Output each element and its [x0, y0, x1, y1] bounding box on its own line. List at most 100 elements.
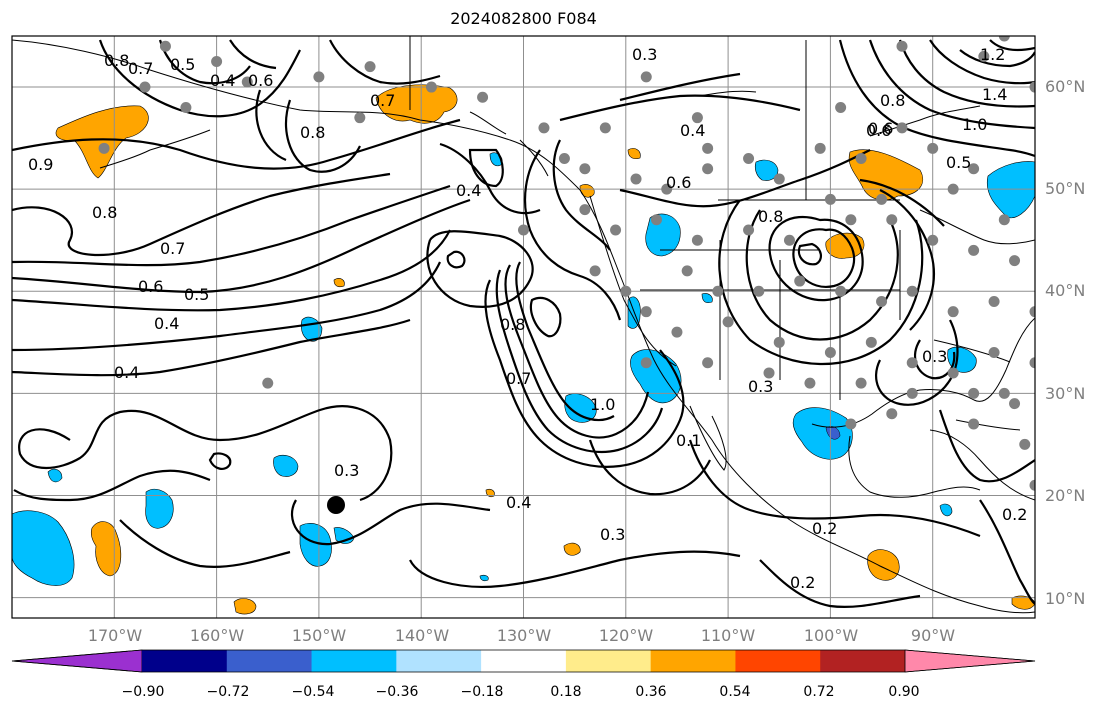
- lon-label: 90°W: [910, 626, 956, 645]
- station-marker: [589, 265, 601, 277]
- station-marker: [743, 224, 755, 236]
- station-marker: [743, 153, 755, 165]
- station-marker: [579, 204, 591, 216]
- station-marker: [906, 285, 918, 297]
- station-marker: [640, 71, 652, 83]
- colorbar-segment: [481, 650, 567, 672]
- map-frame: [11, 35, 1036, 619]
- colorbar-tick-label: 0.54: [719, 684, 751, 700]
- colorbar: [11, 649, 1036, 673]
- contour-label: 0.6: [866, 121, 891, 140]
- graticule: [12, 36, 1035, 618]
- station-marker: [927, 142, 939, 154]
- station-marker: [855, 153, 867, 165]
- lat-label: 20°N: [1045, 486, 1086, 505]
- lat-label: 50°N: [1045, 179, 1086, 198]
- shade-pos-region: [333, 278, 345, 288]
- shade-neg-strong-region: [825, 426, 841, 440]
- station-marker: [968, 418, 980, 430]
- contour-label: 0.8: [500, 315, 525, 334]
- station-marker: [998, 214, 1010, 226]
- station-marker: [702, 163, 714, 175]
- colorbar-tick-label: −0.54: [291, 684, 335, 700]
- station-marker: [998, 36, 1010, 42]
- lon-label: 130°W: [496, 626, 552, 645]
- station-marker: [364, 61, 376, 73]
- station-marker: [968, 163, 980, 175]
- contour-label: 0.6: [248, 71, 273, 90]
- station-marker: [599, 122, 611, 134]
- station-marker: [968, 244, 980, 256]
- station-marker: [691, 234, 703, 246]
- contour-label: 0.7: [506, 369, 531, 388]
- contour-lines: [12, 39, 1035, 608]
- shade-pos-region: [485, 488, 495, 498]
- shade-pos-region: [627, 148, 641, 160]
- contour-label: 0.7: [128, 59, 153, 78]
- colorbar-tick-label: −0.72: [206, 684, 250, 700]
- station-marker: [630, 173, 642, 185]
- shade-neg-region: [273, 454, 299, 477]
- shade-neg-region: [145, 488, 174, 529]
- station-marker: [988, 347, 1000, 359]
- station-marker: [824, 193, 836, 205]
- contour-label: 0.8: [758, 207, 783, 226]
- station-marker: [947, 306, 959, 318]
- contour-label: 0.3: [334, 461, 359, 480]
- colorbar-segment: [226, 650, 313, 672]
- lon-label: 160°W: [189, 626, 245, 645]
- station-marker: [865, 336, 877, 348]
- station-marker: [773, 173, 785, 185]
- shade-pos-region: [867, 549, 900, 581]
- contour-label: 0.6: [138, 277, 163, 296]
- contour-label: 0.8: [104, 51, 129, 70]
- colorbar-segment: [735, 650, 821, 672]
- station-marker: [139, 81, 151, 93]
- page-title: 2024082800 F084: [450, 9, 597, 28]
- contour-labels: 0.8 0.7 0.5 0.4 0.6 0.7 0.8 0.3 0.4 0.6 …: [28, 45, 1027, 592]
- station-marker: [804, 377, 816, 389]
- contour-label: 0.6: [868, 119, 893, 138]
- contour-label: 0.3: [632, 45, 657, 64]
- station-marker: [180, 101, 192, 113]
- station-marker-highlight: [327, 496, 345, 514]
- lon-label: 120°W: [598, 626, 654, 645]
- colorbar-frame: [11, 649, 1036, 673]
- lon-label: 170°W: [87, 626, 143, 645]
- colorbar-extend-min: [11, 649, 143, 673]
- lon-label: 100°W: [803, 626, 859, 645]
- station-marker: [906, 387, 918, 399]
- contour-label: 0.4: [456, 181, 481, 200]
- station-marker: [518, 224, 529, 236]
- colorbar-segment: [820, 650, 906, 672]
- lat-label: 10°N: [1045, 589, 1086, 608]
- contour-label: 0.8: [300, 123, 325, 142]
- contour-label: 0.9: [28, 155, 53, 174]
- coastlines: [12, 36, 1035, 614]
- station-marker: [425, 81, 437, 93]
- colorbar-extend-max: [904, 649, 1036, 673]
- station-marker: [661, 183, 673, 195]
- station-marker: [947, 183, 959, 195]
- station-marker: [1029, 306, 1035, 318]
- shade-pos-region: [90, 521, 122, 577]
- colorbar-segment: [311, 650, 397, 672]
- station-marker: [763, 367, 775, 379]
- station-marker: [886, 408, 898, 420]
- shade-neg-region: [754, 159, 779, 181]
- station-marker: [610, 224, 622, 236]
- contour-label: 1.4: [982, 85, 1007, 104]
- station-marker: [794, 275, 806, 287]
- colorbar-segment: [650, 650, 736, 672]
- station-marker: [845, 418, 857, 430]
- shade-neg-region: [12, 510, 75, 586]
- station-marker: [998, 387, 1010, 399]
- station-marker: [98, 142, 110, 154]
- colorbar-tick-label: 0.72: [803, 684, 835, 700]
- contour-label: 0.5: [184, 285, 209, 304]
- station-marker: [650, 214, 662, 226]
- station-marker: [558, 153, 570, 165]
- station-marker: [241, 76, 253, 88]
- station-marker: [886, 214, 898, 226]
